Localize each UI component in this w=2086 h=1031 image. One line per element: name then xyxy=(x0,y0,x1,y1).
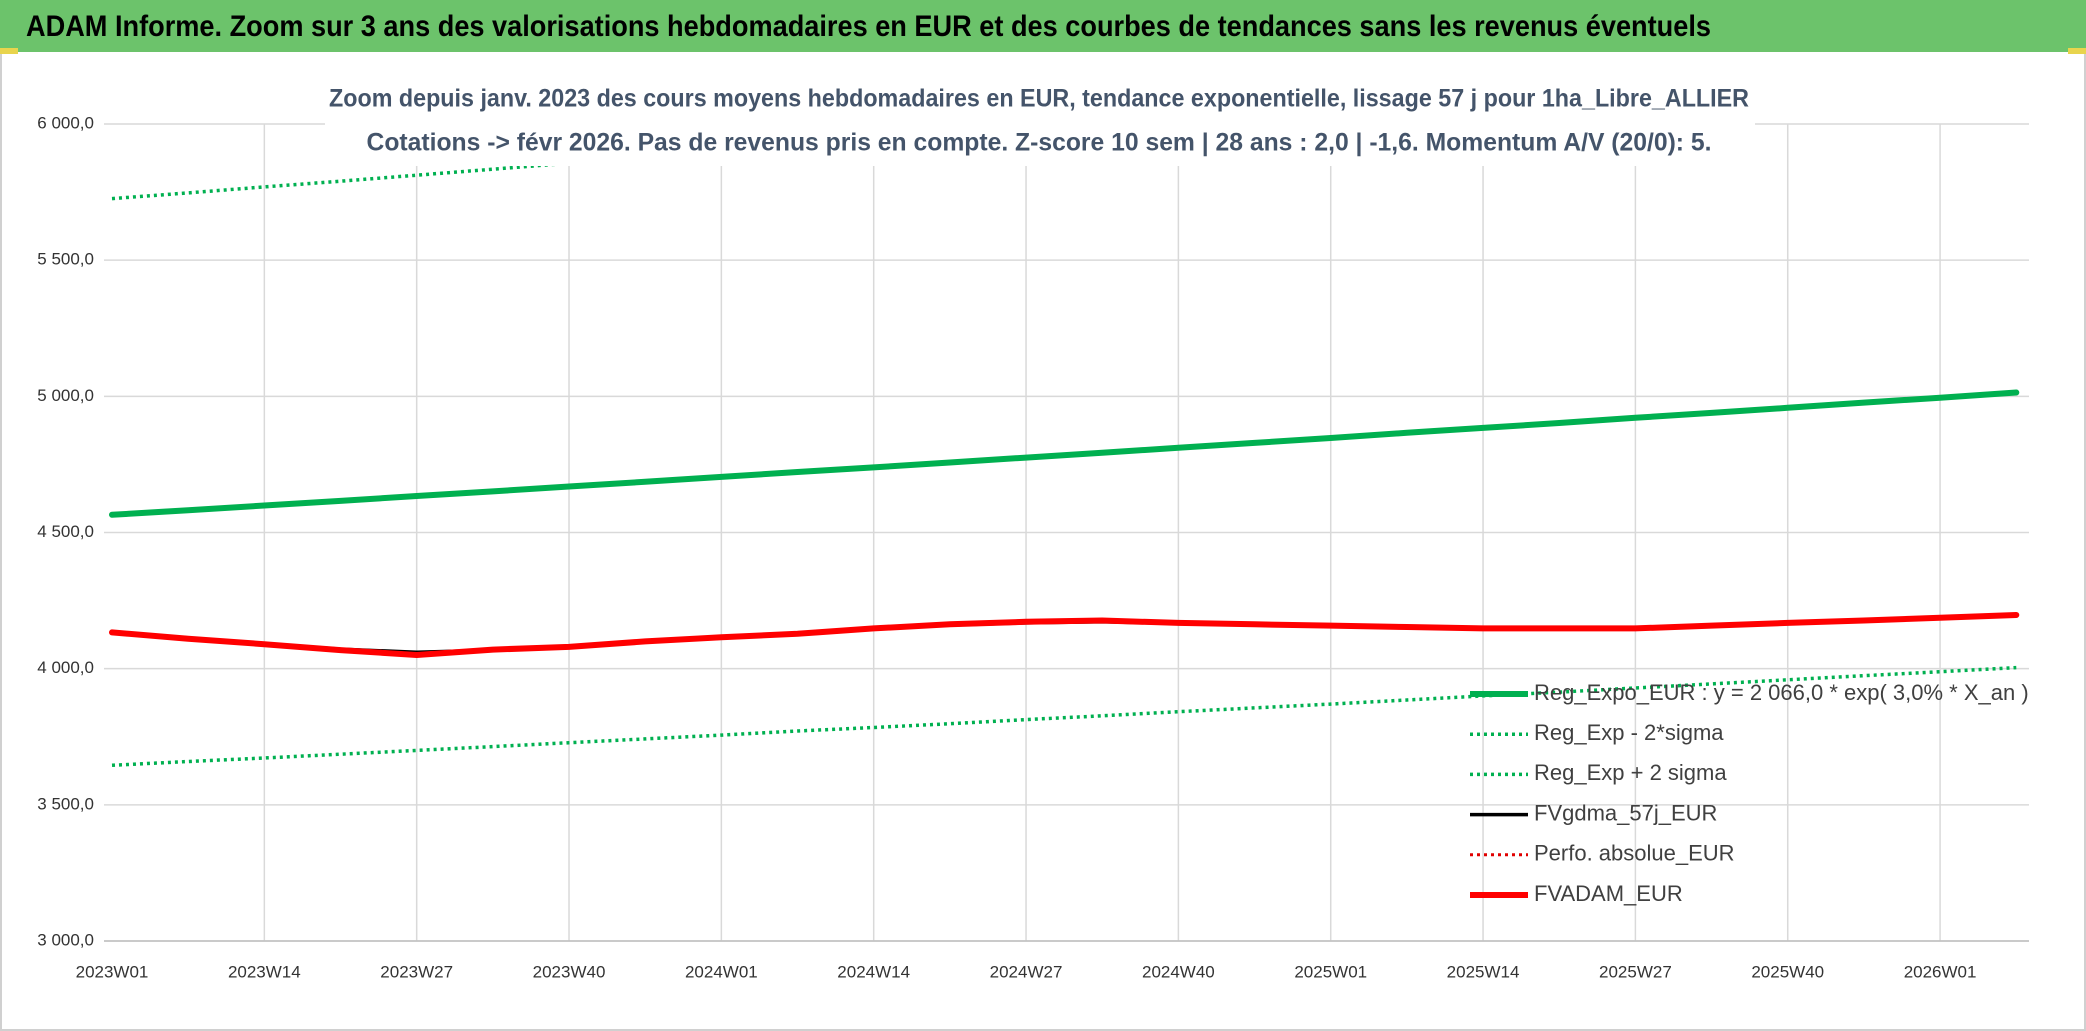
subtitle: Cotations -> févr 2026. Pas de revenus p… xyxy=(367,129,1712,157)
x-tick-label: 2023W40 xyxy=(533,962,606,981)
x-tick-label: 2024W01 xyxy=(685,962,758,981)
x-tick-label: 2026W01 xyxy=(1904,962,1977,981)
legend-label: Perfo. absolue_EUR xyxy=(1534,841,1735,866)
x-tick-label: 2024W27 xyxy=(990,962,1063,981)
legend-label: FVgdma_57j_EUR xyxy=(1534,800,1717,825)
x-tick-label: 2025W14 xyxy=(1447,962,1520,981)
series-line xyxy=(109,389,2020,518)
x-tick-label: 2023W27 xyxy=(380,962,453,981)
x-tick-label: 2025W01 xyxy=(1294,962,1367,981)
y-tick-label: 5 000,0 xyxy=(37,386,94,405)
corner xyxy=(0,48,18,54)
legend-label: Reg_Expo_EUR : y = 2 066,0 * exp( 3,0% *… xyxy=(1534,680,2029,705)
series-line xyxy=(109,612,2020,658)
x-tick-label: 2025W27 xyxy=(1599,962,1672,981)
legend-label: Reg_Exp + 2 sigma xyxy=(1534,760,1727,785)
x-tick-label: 2025W40 xyxy=(1751,962,1824,981)
legend-label: Reg_Exp - 2*sigma xyxy=(1534,720,1724,745)
subtitle: Zoom depuis janv. 2023 des cours moyens … xyxy=(329,85,1749,113)
series-line xyxy=(111,665,2017,768)
grid: 3 000,0 3 500,0 4 000,0 4 500,0 5 000,0 5 500… xyxy=(37,113,2029,981)
y-tick-label: 4 500,0 xyxy=(37,522,94,541)
y-tick-label: 4 000,0 xyxy=(37,658,94,677)
y-tick-label: 3 500,0 xyxy=(37,794,94,813)
chart-title: ADAM Informe. Zoom sur 3 ans des valoris… xyxy=(26,10,1711,43)
x-tick-label: 2023W14 xyxy=(228,962,301,981)
subtitle-box xyxy=(325,78,1755,166)
y-tick-label: 3 000,0 xyxy=(37,930,94,949)
x-tick-label: 2023W01 xyxy=(76,962,149,981)
header-bar xyxy=(0,0,2086,52)
x-tick-label: 2024W40 xyxy=(1142,962,1215,981)
corner xyxy=(2068,48,2086,54)
lines xyxy=(109,120,2020,768)
legend-label: FVADAM_EUR xyxy=(1534,881,1683,906)
x-tick-label: 2024W14 xyxy=(837,962,910,981)
legend: Reg_Expo_EUR : y = 2 066,0 * exp( 3,0% *… xyxy=(1470,680,2029,906)
y-tick-label: 6 000,0 xyxy=(37,113,94,132)
y-tick-label: 5 500,0 xyxy=(37,250,94,269)
